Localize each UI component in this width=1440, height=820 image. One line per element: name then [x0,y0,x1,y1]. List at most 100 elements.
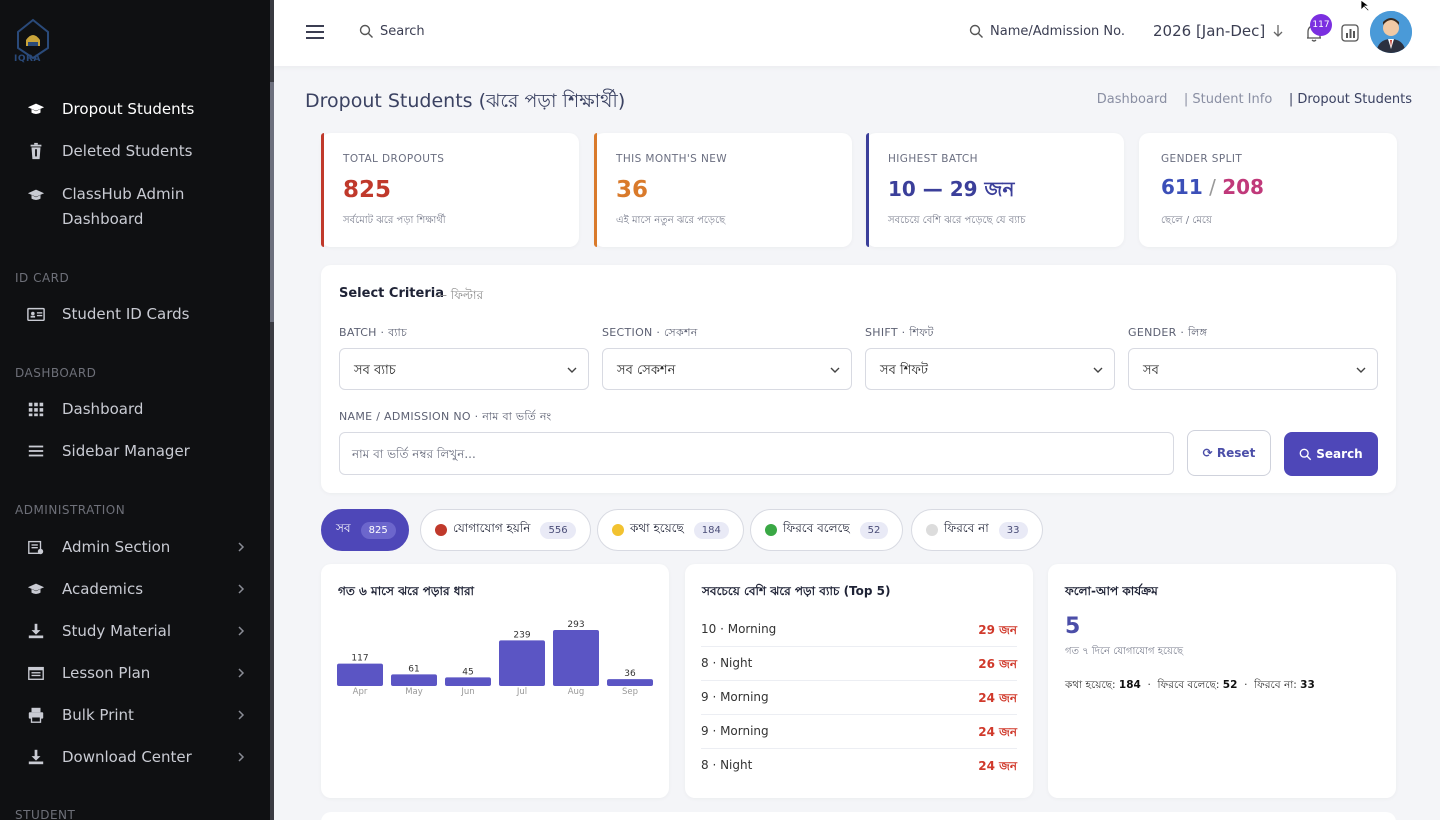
graduation-cap-icon [26,579,46,599]
stat-value-male: 611 [1161,175,1203,199]
stat-value-separator: / [1202,175,1223,199]
sidebar-item-sidebar-manager[interactable]: Sidebar Manager [0,434,270,468]
trend-title: গত ৬ মাসে ঝরে পড়ার ধারা [338,584,475,598]
chart-data-label: 61 [408,664,419,674]
chart-bar [499,640,545,686]
batch-count: 24 জন [978,725,1017,739]
section-select-value: সব সেকশন [617,363,676,378]
table-row: 8 · Night 24 জন [701,749,1017,783]
criteria-title: Select Criteria [339,286,444,301]
shift-select[interactable]: সব শিফট [865,348,1115,390]
filter-will-return[interactable]: ফিরবে বলেছে 52 [750,509,904,551]
global-search-input[interactable]: Search [380,24,425,39]
chart-tick-label: Jul [516,687,527,697]
gender-select[interactable]: সব [1128,348,1378,390]
sidebar-item-study-material[interactable]: Study Material [0,614,270,648]
stat-card-gender-split: GENDER SPLIT 611 / 208 ছেলে / মেয়ে [1139,133,1397,247]
stat-value-female: 208 [1222,175,1264,199]
sidebar-scrollbar[interactable] [270,0,274,820]
criteria-subtitle: — ফিল্টার [435,288,484,302]
chart-tick-label: Aug [568,687,585,697]
table-row: 10 · Morning 29 জন [701,613,1017,647]
hamburger-menu-icon[interactable] [306,23,324,41]
chevron-right-icon [238,752,245,762]
sidebar-item-label: Admin Section [62,538,171,556]
sidebar-item-label: ClassHub Admin Dashboard [62,185,185,228]
name-label: NAME / ADMISSION NO · নাম বা ভর্তি নং [339,410,552,423]
sidebar-item-lesson-plan[interactable]: Lesson Plan [0,656,270,690]
trash-icon [26,141,46,161]
breadcrumb-current: | Dropout Students [1288,92,1412,107]
sidebar-scrollbar-thumb[interactable] [270,82,274,322]
chevron-right-icon [238,668,245,678]
batch-count: 26 জন [978,657,1017,671]
sidebar-item-label: Lesson Plan [62,664,151,682]
breadcrumb-dashboard[interactable]: Dashboard [1096,92,1168,107]
arrow-down-icon[interactable] [1272,23,1284,39]
graduation-cap-icon [26,185,46,205]
search-icon[interactable] [969,24,984,39]
chart-data-label: 117 [351,654,368,664]
chart-bar [553,630,599,686]
section-select[interactable]: সব সেকশন [602,348,852,390]
chevron-down-icon [567,367,577,373]
stat-accent-bar [594,133,597,247]
filter-not-contacted[interactable]: যোগাযোগ হয়নি 556 [420,509,591,551]
stat-label: HIGHEST BATCH [888,153,978,165]
filter-will-not-return[interactable]: ফিরবে না 33 [911,509,1043,551]
section-label: SECTION · সেকশন [602,326,698,339]
reset-button[interactable]: ⟳ Reset [1187,430,1271,476]
sidebar-heading-id-card: ID CARD [15,271,70,285]
sidebar-item-academics[interactable]: Academics [0,572,270,606]
sidebar-item-admin-section[interactable]: Admin Section [0,530,270,564]
gender-select-value: সব [1143,363,1159,378]
sidebar-item-dropout-students[interactable]: Dropout Students [0,92,270,126]
stat-card-total-dropouts: TOTAL DROPOUTS 825 সর্বমোট ঝরে পড়া শিক্… [321,133,579,247]
filter-label: ফিরবে না [944,521,989,535]
stat-subtitle: ছেলে / মেয়ে [1161,215,1212,226]
notification-badge[interactable]: 117 [1310,14,1332,36]
sidebar-heading-student: STUDENT [15,808,76,820]
batch-select[interactable]: সব ব্যাচ [339,348,589,390]
sidebar-item-deleted-students[interactable]: Deleted Students [0,134,270,168]
download-icon [26,747,46,767]
breadcrumb-sep [1272,92,1289,107]
search-icon[interactable] [359,24,374,39]
filter-all[interactable]: সব 825 [321,509,409,551]
stat-subtitle: সর্বমোট ঝরে পড়া শিক্ষার্থী [343,215,446,226]
avatar[interactable] [1370,11,1412,53]
chart-tick-label: Sep [622,687,638,697]
sidebar-item-student-id-cards[interactable]: Student ID Cards [0,297,270,331]
trend-card: গত ৬ মাসে ঝরে পড়ার ধারা 117 Apr 61 May 45 Ju… [321,564,669,798]
filter-count: 184 [693,521,729,539]
status-dot-red [435,524,447,536]
sidebar-item-label: Bulk Print [62,706,134,724]
chart-icon[interactable] [1340,23,1360,43]
sidebar-item-download-center[interactable]: Download Center [0,740,270,774]
status-dot-grey [926,524,938,536]
chevron-right-icon [238,584,245,594]
gender-label: GENDER · লিঙ্গ [1128,326,1208,339]
sidebar-item-classhub-admin[interactable]: ClassHub Admin Dashboard [0,176,270,232]
sidebar-item-dashboard[interactable]: Dashboard [0,392,270,426]
filter-talked[interactable]: কথা হয়েছে 184 [597,509,744,551]
filter-count: 33 [998,521,1028,539]
search-button-label: Search [1316,447,1363,461]
sidebar-item-bulk-print[interactable]: Bulk Print [0,698,270,732]
stat-label: TOTAL DROPOUTS [343,153,445,165]
chart-bar [391,674,437,686]
stat-label: THIS MONTH'S NEW [616,153,728,165]
sidebar-item-label: Academics [62,580,144,598]
top5-title: সবচেয়ে বেশি ঝরে পড়া ব্যাচ (Top 5) [702,584,891,598]
session-selector[interactable]: 2026 [Jan-Dec] [1153,22,1266,40]
breadcrumb-sep [1167,92,1184,107]
top5-card: সবচেয়ে বেশি ঝরে পড়া ব্যাচ (Top 5) 10 ·… [685,564,1033,798]
name-admission-input[interactable]: নাম বা ভর্তি নম্বর লিখুন... [339,432,1174,475]
breadcrumb-student-info[interactable]: | Student Info [1183,92,1273,107]
calendar-icon [26,663,46,683]
chart-data-label: 45 [462,667,473,677]
filter-label: যোগাযোগ হয়নি [453,521,531,535]
admission-search-input[interactable]: Name/Admission No. [990,24,1125,39]
search-button[interactable]: Search [1284,432,1378,476]
followup-key: ফিরবে বলেছে: [1157,679,1220,691]
